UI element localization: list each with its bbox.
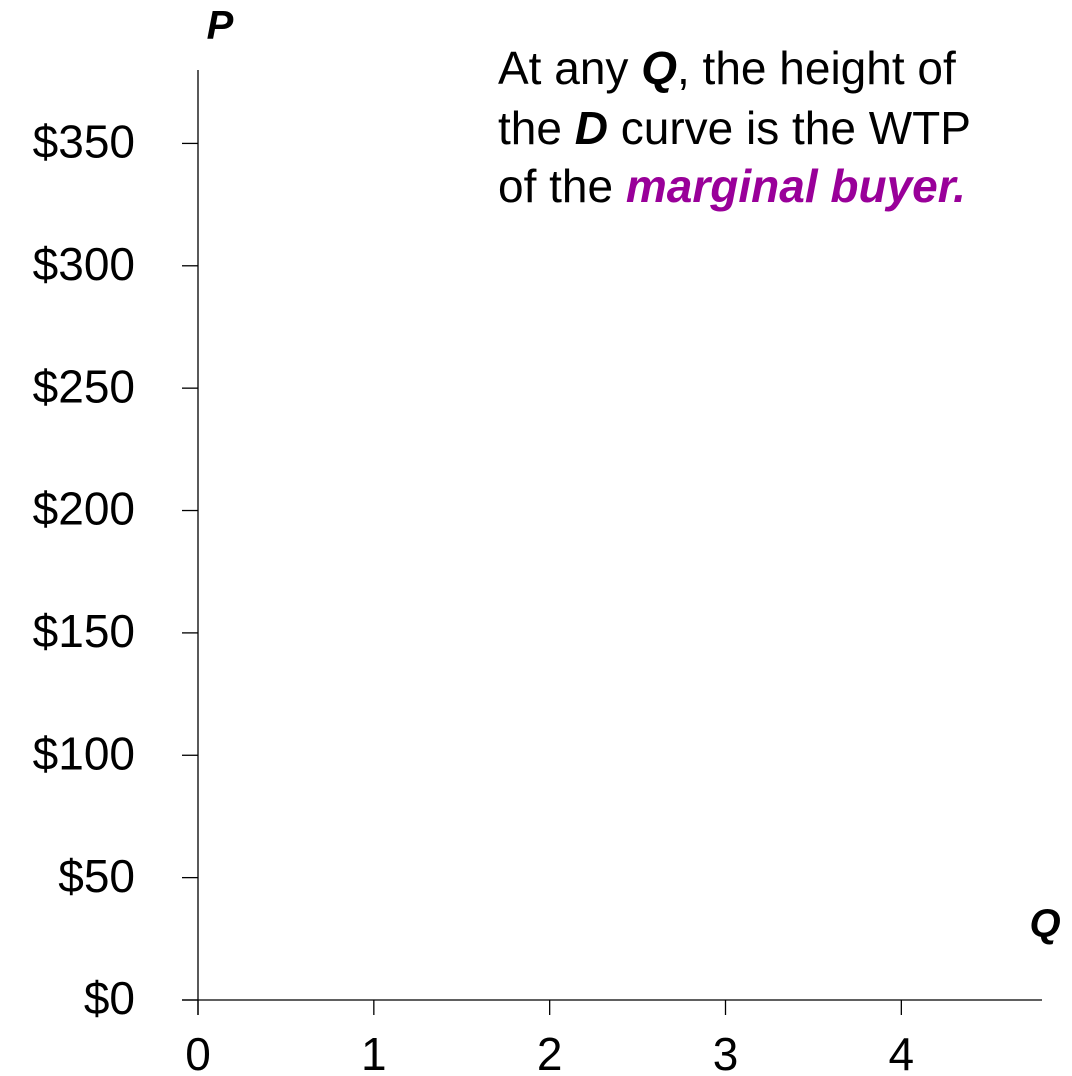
y-tick-label: $50	[58, 850, 135, 902]
x-tick-label: 3	[713, 1028, 739, 1076]
y-tick-label: $350	[33, 116, 135, 168]
annotation-text: curve is the WTP	[608, 102, 971, 154]
annotation-text: Q	[641, 42, 677, 94]
x-tick-label: 0	[185, 1028, 211, 1076]
annotation-text: At any	[498, 42, 641, 94]
x-tick-label: 1	[361, 1028, 387, 1076]
y-tick-label: $150	[33, 605, 135, 657]
annotation-text: the	[498, 102, 575, 154]
annotation-line: At any Q, the height of	[498, 42, 956, 94]
y-tick-label: $200	[33, 483, 135, 535]
annotation-line: the D curve is the WTP	[498, 102, 971, 154]
annotation-text: , the height of	[677, 42, 956, 94]
y-tick-label: $250	[33, 360, 135, 412]
y-tick-label: $300	[33, 238, 135, 290]
y-tick-label: $100	[33, 727, 135, 779]
annotation-text: of the	[498, 160, 626, 212]
x-tick-label: 2	[537, 1028, 563, 1076]
x-tick-label: 4	[889, 1028, 915, 1076]
x-axis-label: Q	[1029, 902, 1060, 946]
y-axis-label: P	[207, 4, 234, 48]
annotation-text: D	[575, 102, 608, 154]
annotation-line: of the marginal buyer.	[498, 160, 966, 212]
y-tick-label: $0	[84, 972, 135, 1024]
annotation-text: marginal buyer.	[626, 160, 966, 212]
